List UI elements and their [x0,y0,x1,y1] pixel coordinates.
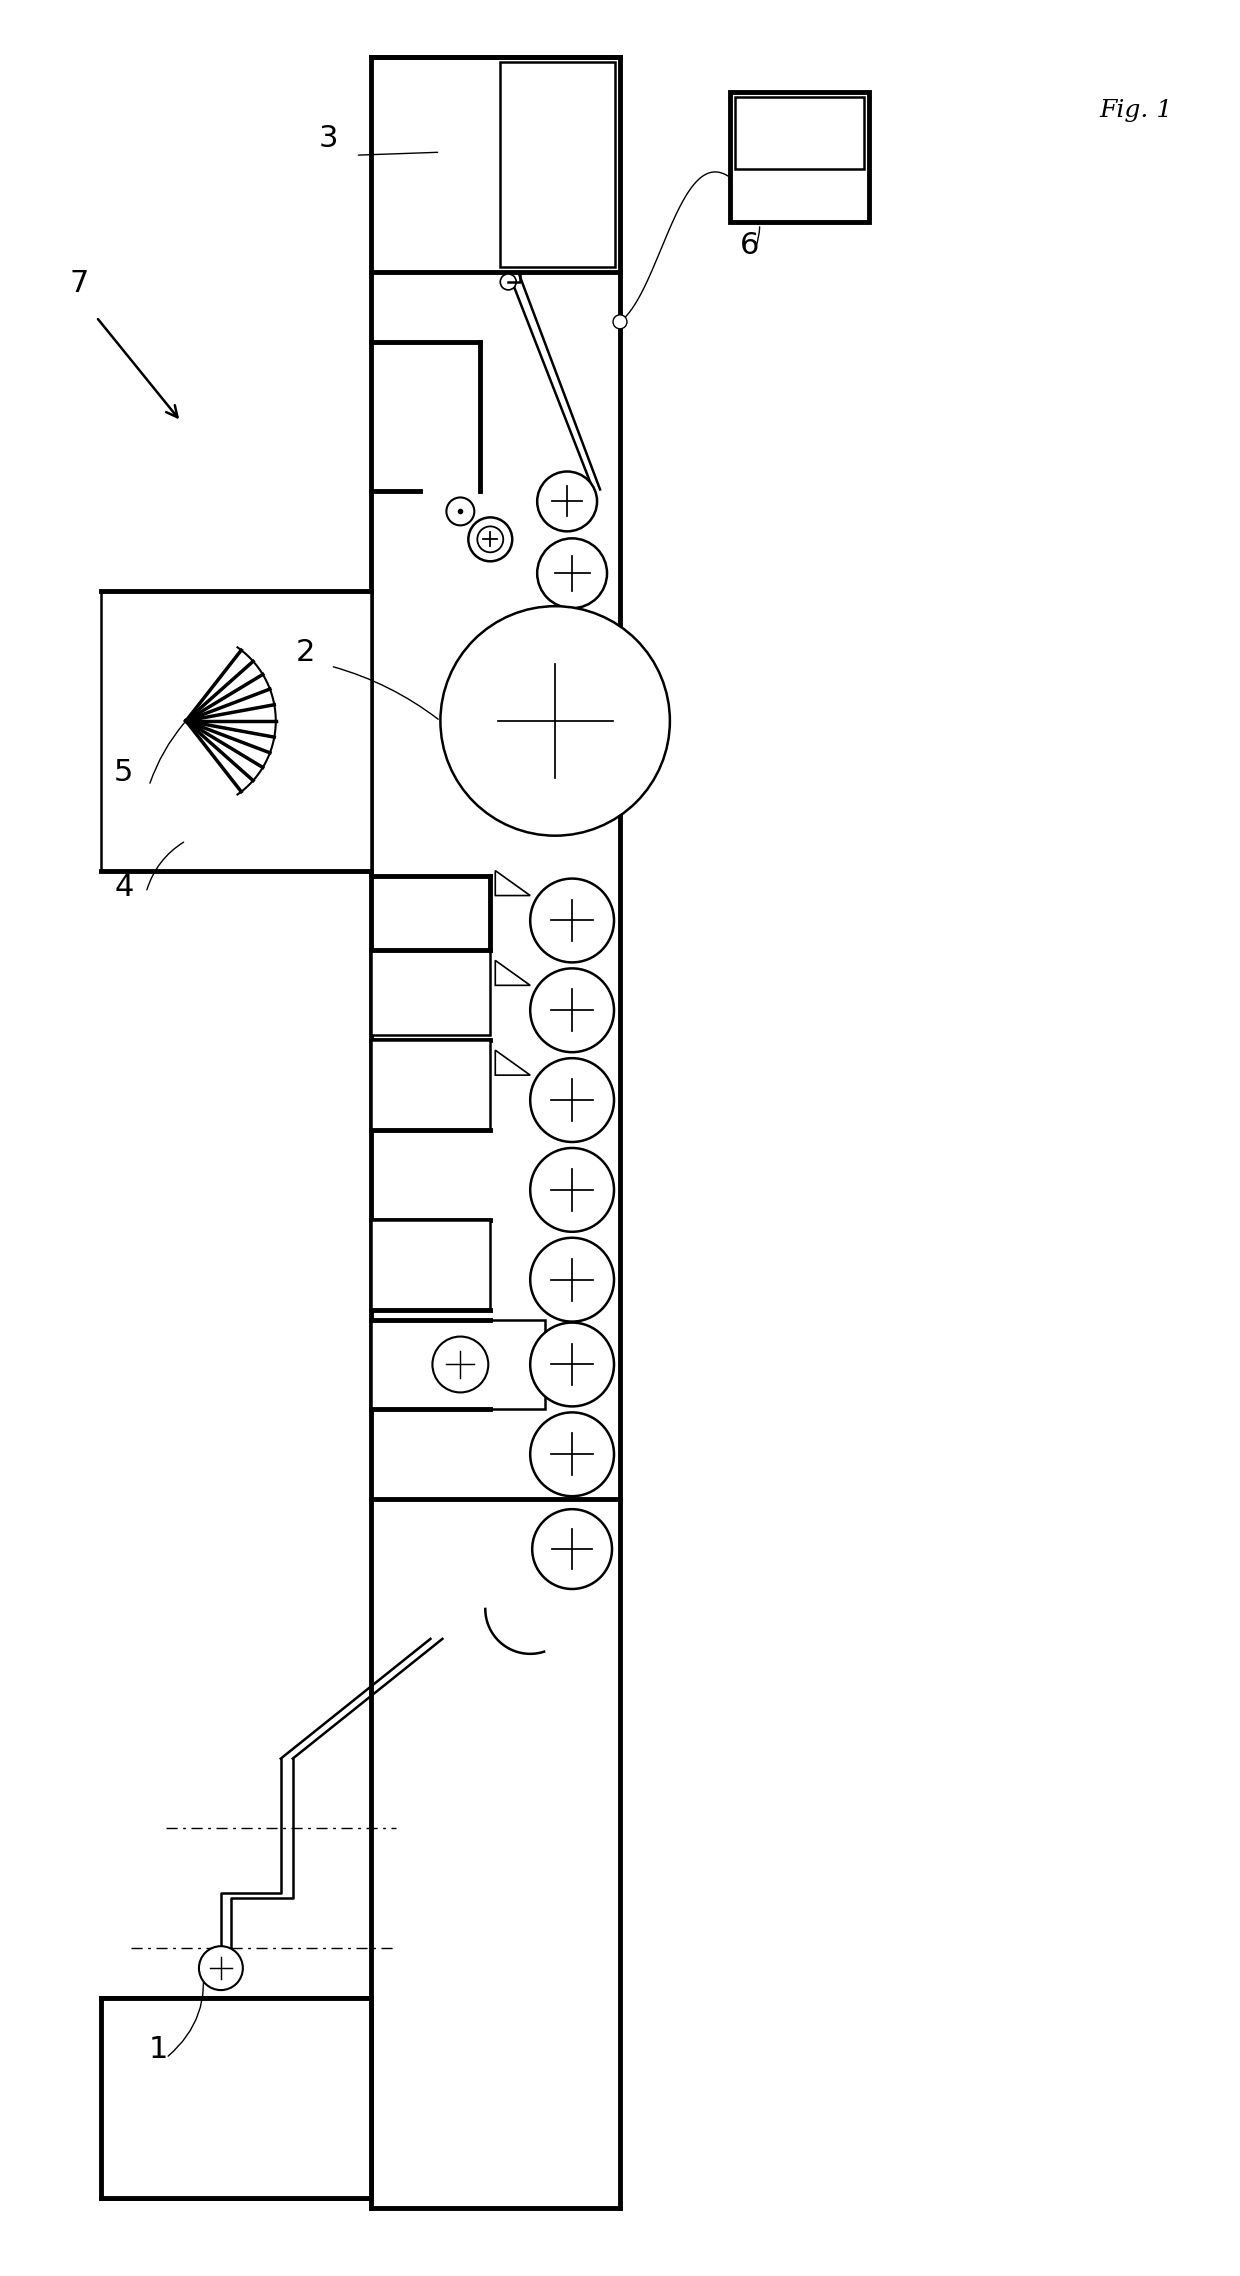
Circle shape [446,498,475,526]
Circle shape [613,314,627,328]
Text: 3: 3 [319,125,339,152]
Bar [102,1998,371,2199]
Circle shape [440,605,670,835]
Circle shape [531,1147,614,1231]
Bar [730,93,869,223]
Text: 2: 2 [295,637,315,667]
Circle shape [531,967,614,1052]
Text: 1: 1 [149,2035,169,2064]
Text: 5: 5 [114,758,134,787]
Text: Fig. 1: Fig. 1 [1099,100,1172,123]
Circle shape [531,879,614,963]
Polygon shape [495,1049,531,1074]
Circle shape [500,273,516,289]
Text: 6: 6 [740,230,759,259]
Circle shape [537,471,596,530]
Circle shape [198,1946,243,1989]
Circle shape [531,1413,614,1495]
Bar [500,61,615,266]
Circle shape [477,526,503,553]
Polygon shape [495,960,531,986]
Bar [371,1320,546,1409]
Bar [735,98,864,168]
Bar [371,951,490,1036]
Circle shape [433,1336,489,1393]
Bar [102,592,371,872]
Text: 7: 7 [69,269,88,298]
Bar [371,1040,490,1129]
Circle shape [469,517,512,562]
Circle shape [537,539,608,608]
Text: 4: 4 [114,872,134,901]
Circle shape [532,1509,613,1589]
Circle shape [531,1322,614,1407]
Circle shape [531,1058,614,1143]
Polygon shape [495,872,531,894]
Bar [371,1220,490,1309]
Circle shape [531,1238,614,1322]
